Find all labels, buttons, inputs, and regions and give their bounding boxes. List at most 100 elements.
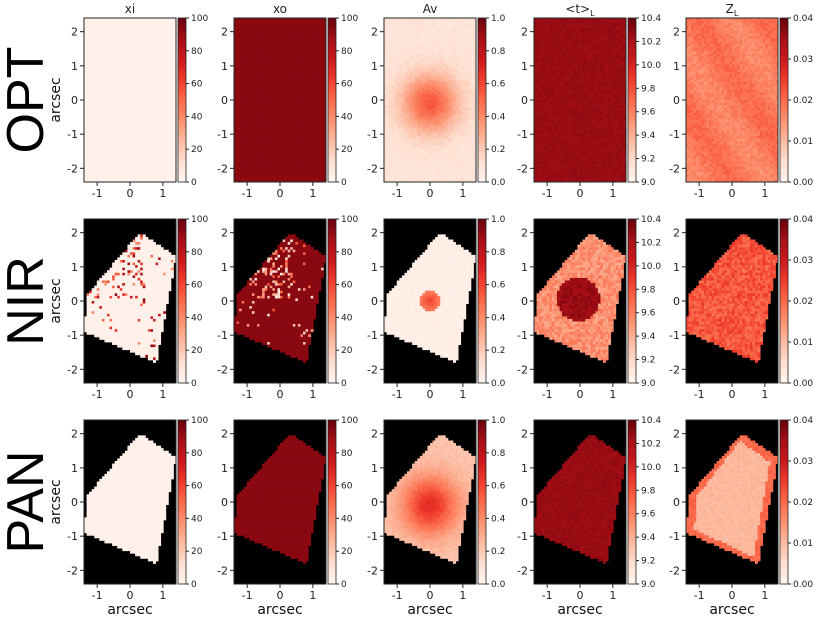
heatmap-cell xyxy=(140,38,144,42)
heatmap-cell xyxy=(305,130,309,134)
heatmap-cell xyxy=(130,102,133,106)
heatmap-cell xyxy=(104,43,108,47)
heatmap-cell xyxy=(104,130,108,134)
heatmap-cell xyxy=(251,146,255,150)
heatmap-cell xyxy=(318,151,322,155)
heatmap-cell xyxy=(127,69,131,73)
heatmap-cell xyxy=(153,28,156,32)
heatmap-cell xyxy=(119,158,123,162)
heatmap-cell xyxy=(257,143,260,147)
heatmap-cell xyxy=(160,141,164,144)
heatmap-cell xyxy=(170,151,174,155)
heatmap-cell xyxy=(320,169,324,173)
heatmap-cell xyxy=(292,143,296,147)
heatmap-cell xyxy=(127,79,131,83)
heatmap-cell xyxy=(137,30,141,34)
heatmap-cell xyxy=(427,20,431,24)
heatmap-cell xyxy=(145,130,149,134)
heatmap-cell xyxy=(147,123,151,127)
heatmap-cell xyxy=(315,23,319,27)
heatmap-cell xyxy=(150,59,154,62)
heatmap-cell xyxy=(130,76,133,80)
heatmap-cell xyxy=(318,64,322,68)
heatmap-cell xyxy=(122,87,126,91)
heatmap-cell xyxy=(170,92,174,96)
heatmap-cell xyxy=(158,33,162,37)
heatmap-cell xyxy=(323,66,327,70)
heatmap-cell xyxy=(150,102,154,106)
heatmap-cell xyxy=(119,46,123,50)
heatmap-cell xyxy=(310,110,314,114)
heatmap-cell xyxy=(318,148,322,152)
heatmap-cell xyxy=(114,92,118,96)
heatmap-cell xyxy=(249,171,253,175)
heatmap-cell xyxy=(244,156,248,160)
heatmap-cell xyxy=(124,64,128,68)
heatmap-cell xyxy=(127,117,131,121)
heatmap-cell xyxy=(290,23,294,27)
heatmap-cell xyxy=(104,153,108,157)
heatmap-cell xyxy=(310,64,314,68)
heatmap-cell xyxy=(310,23,314,27)
heatmap-cell xyxy=(313,92,317,96)
heatmap-cell xyxy=(465,33,469,37)
heatmap-cell xyxy=(119,153,123,157)
heatmap-cell xyxy=(287,41,291,45)
heatmap-cell xyxy=(168,51,172,55)
heatmap-cell xyxy=(145,76,149,80)
heatmap-cell xyxy=(254,174,258,178)
heatmap-cell xyxy=(130,112,133,116)
heatmap-cell xyxy=(91,176,95,180)
heatmap-cell xyxy=(165,138,169,142)
heatmap-cell xyxy=(236,100,240,103)
heatmap-cell xyxy=(160,143,164,147)
heatmap-cell xyxy=(165,148,169,152)
heatmap-cell xyxy=(117,51,121,55)
heatmap-cell xyxy=(239,20,243,24)
heatmap-cell xyxy=(262,48,266,52)
heatmap-cell xyxy=(246,92,250,96)
heatmap-cell xyxy=(142,110,146,114)
heatmap-cell xyxy=(295,138,299,142)
heatmap-cell xyxy=(158,130,162,134)
heatmap-cell xyxy=(313,153,317,157)
heatmap-cell xyxy=(287,164,291,168)
heatmap-cell xyxy=(117,71,121,75)
heatmap-cell xyxy=(303,53,306,57)
heatmap-cell xyxy=(295,33,299,37)
heatmap-cell xyxy=(135,176,139,180)
heatmap-cell xyxy=(269,115,273,119)
heatmap-cell xyxy=(300,59,304,62)
heatmap-cell xyxy=(259,128,263,132)
heatmap-cell xyxy=(89,41,93,45)
heatmap-cell xyxy=(282,169,286,173)
heatmap-cell xyxy=(163,102,167,106)
heatmap-cell xyxy=(285,18,289,21)
heatmap-cell xyxy=(290,30,294,34)
heatmap-cell xyxy=(297,43,301,47)
heatmap-cell xyxy=(86,53,90,57)
heatmap-cell xyxy=(264,59,268,62)
heatmap-cell xyxy=(170,115,174,119)
heatmap-cell xyxy=(91,179,95,183)
heatmap-cell xyxy=(246,48,250,52)
heatmap-cell xyxy=(323,179,327,183)
heatmap-cell xyxy=(455,38,459,42)
heatmap-cell xyxy=(292,41,296,45)
heatmap-cell xyxy=(424,33,428,37)
heatmap-cell xyxy=(135,38,139,42)
heatmap-cell xyxy=(305,94,309,98)
heatmap-cell xyxy=(107,53,110,57)
heatmap-cell xyxy=(124,148,128,152)
heatmap-cell xyxy=(310,135,314,139)
heatmap-cell xyxy=(165,79,169,83)
heatmap-cell xyxy=(272,25,276,29)
heatmap-cell xyxy=(305,102,309,106)
heatmap-cell xyxy=(239,128,243,132)
heatmap-cell xyxy=(165,153,169,157)
heatmap-cell xyxy=(422,38,426,42)
heatmap-cell xyxy=(130,97,133,101)
heatmap-cell xyxy=(285,97,289,101)
heatmap-cell xyxy=(130,18,133,21)
heatmap-cell xyxy=(124,156,128,160)
